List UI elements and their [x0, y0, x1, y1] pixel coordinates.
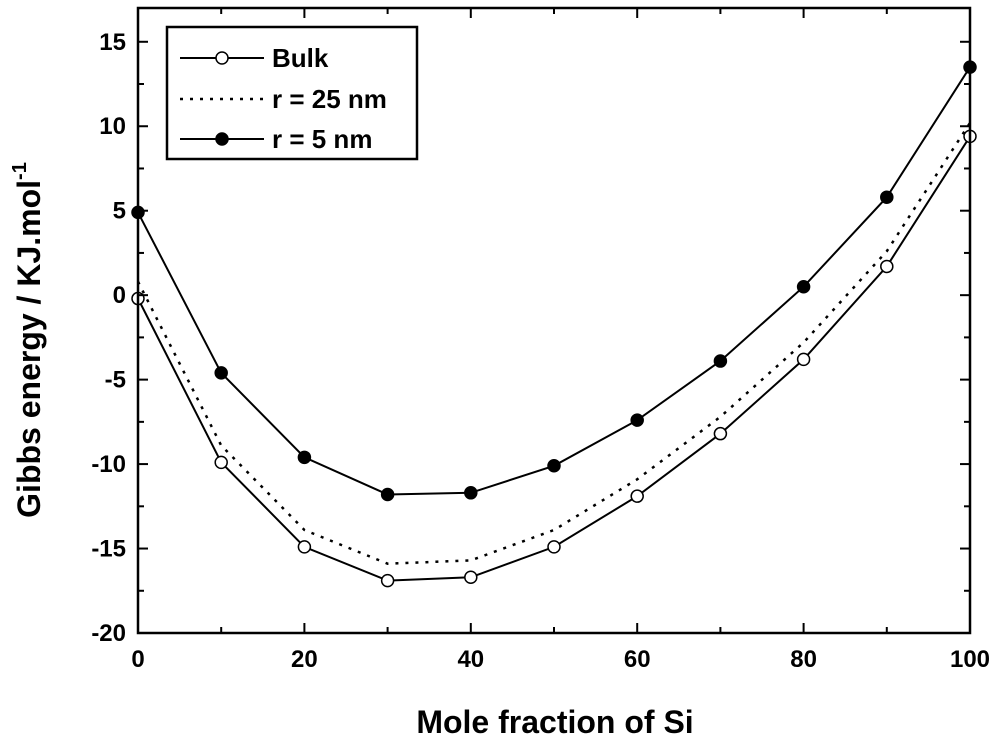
- x-tick-label: 100: [950, 646, 990, 673]
- legend-label-1: r = 25 nm: [272, 84, 387, 114]
- data-point-2: [297, 450, 312, 465]
- series-line-1: [136, 122, 972, 565]
- legend-label-2: r = 5 nm: [272, 124, 372, 154]
- x-tick-label: 40: [457, 646, 484, 673]
- data-point-2: [547, 459, 561, 473]
- y-tick-label: 0: [113, 282, 126, 309]
- y-tick-label: -15: [91, 536, 126, 563]
- data-point-2: [630, 413, 644, 427]
- data-point-0: [713, 426, 728, 441]
- legend-marker-2: [215, 132, 229, 146]
- data-point-0: [380, 573, 395, 588]
- y-tick-label: -10: [91, 451, 126, 478]
- x-tick-label: 0: [131, 646, 144, 673]
- y-tick-label: 10: [99, 113, 126, 140]
- data-point-2: [796, 279, 811, 294]
- data-point-0: [464, 570, 478, 585]
- data-point-0: [796, 352, 811, 367]
- data-point-0: [547, 540, 561, 554]
- legend-label-0: Bulk: [272, 43, 329, 73]
- data-point-2: [464, 486, 478, 500]
- x-tick-label: 60: [624, 646, 651, 673]
- data-point-0: [297, 540, 312, 554]
- data-point-2: [713, 354, 728, 368]
- data-point-2: [880, 190, 894, 204]
- x-axis-title: Mole fraction of Si: [416, 704, 693, 740]
- x-tick-label: 20: [291, 646, 318, 673]
- data-point-0: [630, 489, 644, 503]
- y-tick-label: 5: [113, 198, 126, 225]
- y-axis-title-main: Gibbs energy / KJ.mol: [11, 180, 47, 518]
- y-tick-label: -20: [91, 620, 126, 647]
- series-line-0: [137, 135, 971, 582]
- data-point-0: [214, 455, 228, 470]
- legend-marker-0: [215, 51, 229, 65]
- data-point-0: [880, 259, 894, 274]
- data-point-2: [214, 366, 228, 380]
- y-tick-label: 15: [99, 29, 126, 56]
- x-tick-label: 80: [790, 646, 817, 673]
- y-tick-label: -5: [105, 367, 126, 394]
- y-axis-title: Gibbs energy / KJ.mol-1: [9, 162, 47, 518]
- y-axis-title-superscript: -1: [9, 162, 31, 180]
- legend-box: [165, 25, 419, 161]
- data-point-2: [380, 487, 395, 502]
